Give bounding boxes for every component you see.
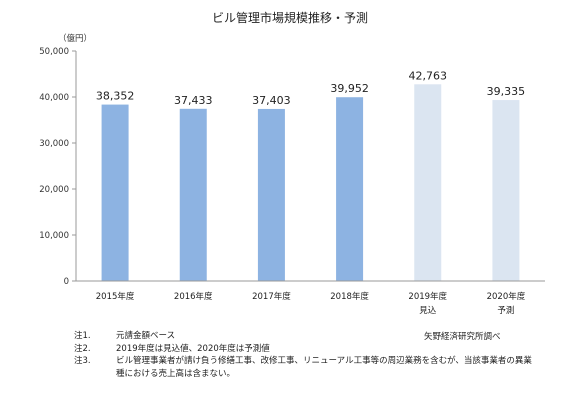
note-3: 注3. ビル管理事業者が請け負う修繕工事、改修工事、リニューアル工事等の周辺業務… bbox=[74, 355, 536, 380]
bar bbox=[257, 108, 285, 281]
note-1: 注1. 元請金額ベース bbox=[74, 330, 536, 343]
bars bbox=[101, 84, 520, 282]
x-tick-sublabel: 見込 bbox=[419, 305, 437, 316]
x-tick-label: 2015年度 bbox=[96, 291, 135, 302]
y-tick-label: 30,000 bbox=[39, 139, 69, 149]
note-1-id: 注1. bbox=[74, 331, 91, 341]
x-tick-label: 2018年度 bbox=[330, 291, 369, 302]
note-3-id: 注3. bbox=[74, 356, 91, 366]
x-tick-label: 2020年度 bbox=[487, 291, 526, 302]
y-tick-label: 10,000 bbox=[39, 231, 69, 241]
y-tick-label: 0 bbox=[64, 277, 69, 287]
data-labels: 38,352 37,433 37,403 39,952 42,763 39,335 bbox=[96, 69, 525, 107]
x-tick-sublabel: 予測 bbox=[497, 305, 514, 316]
y-tick-label: 40,000 bbox=[39, 93, 69, 103]
y-axis-ticks: 0 10,000 20,000 30,000 40,000 50,000 bbox=[39, 47, 76, 287]
note-2-id: 注2. bbox=[74, 343, 91, 354]
x-tick-label: 2019年度 bbox=[408, 291, 447, 302]
data-label: 37,403 bbox=[252, 94, 291, 107]
x-tick-label: 2017年度 bbox=[252, 291, 291, 302]
bar bbox=[336, 97, 364, 282]
bar bbox=[492, 100, 520, 282]
note-2-text: 2019年度は見込値、2020年度は予測値 bbox=[116, 343, 270, 354]
note-2: 注2. 2019年度は見込値、2020年度は予測値 bbox=[74, 343, 536, 356]
data-label: 42,763 bbox=[409, 69, 448, 82]
data-label: 38,352 bbox=[96, 90, 135, 103]
y-axis-unit: （億円） bbox=[58, 33, 92, 44]
x-tick-label: 2016年度 bbox=[174, 291, 213, 302]
bar bbox=[414, 84, 442, 282]
bar-chart: ビル管理市場規模推移・予測 （億円） 0 10,000 20,000 30,000 40… bbox=[39, 10, 545, 316]
data-label: 37,433 bbox=[174, 94, 213, 107]
bar bbox=[101, 104, 129, 281]
source-credit: 矢野経済研究所調べ bbox=[424, 332, 501, 342]
bar bbox=[179, 108, 207, 281]
data-label: 39,335 bbox=[487, 85, 526, 98]
data-label: 39,952 bbox=[330, 82, 369, 95]
notes: 注1. 元請金額ベース 注2. 2019年度は見込値、2020年度は予測値 注3… bbox=[74, 330, 536, 380]
note-3-text: ビル管理事業者が請け負う修繕工事、改修工事、リニューアル工事等の周辺業務を含むが… bbox=[116, 356, 532, 379]
chart-title: ビル管理市場規模推移・予測 bbox=[212, 10, 368, 25]
y-tick-label: 50,000 bbox=[39, 47, 69, 57]
y-tick-label: 20,000 bbox=[39, 185, 69, 195]
note-1-text: 元請金額ベース bbox=[116, 331, 176, 341]
